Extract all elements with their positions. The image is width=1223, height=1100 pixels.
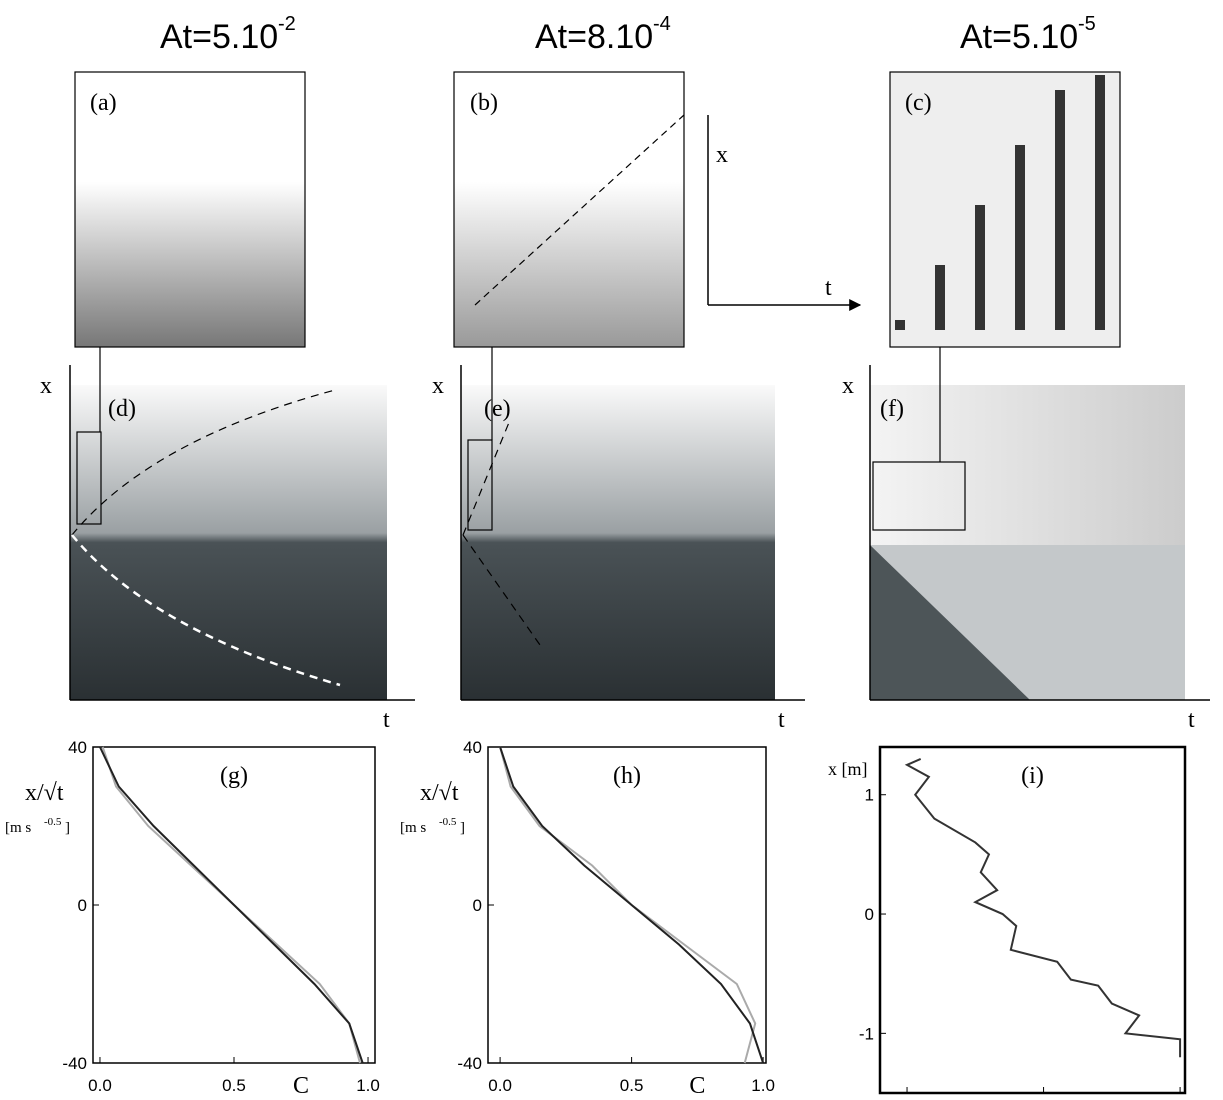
zoom-box — [467, 439, 493, 531]
axis-label: t — [825, 275, 832, 301]
image-e — [461, 385, 775, 700]
image-d — [70, 385, 387, 700]
labels: At=5.10 -2 At=8.10 -4 At=5.10 -5(a) (b) (c)(d)(… — [5, 13, 1195, 1099]
y-tick-label: -40 — [62, 1054, 87, 1073]
axis-label: t — [1188, 707, 1195, 733]
dashed-curve — [462, 419, 541, 646]
x-tick-label: 0.0 — [88, 1076, 112, 1095]
panel-label: (h) — [613, 763, 641, 789]
dashed-curve — [71, 389, 336, 536]
panel-label: (g) — [220, 763, 248, 789]
image-f-top — [870, 385, 1185, 545]
y-axis-label: x/√t — [420, 780, 459, 806]
zoom-box — [872, 461, 966, 531]
images — [69, 71, 1210, 701]
y-axis-label: x [m] — [828, 759, 868, 779]
image-b — [453, 71, 685, 348]
y-tick-label: 40 — [68, 738, 87, 757]
x-tick-label: 0.0 — [488, 1076, 512, 1095]
y-tick-label: 0 — [865, 905, 874, 924]
y-tick-label: -1 — [859, 1024, 874, 1043]
axis-label: x — [716, 142, 728, 168]
title: At=5.10 — [960, 18, 1078, 56]
panel-label: (b) — [470, 90, 498, 116]
dashed-curve — [71, 534, 341, 687]
zoom-box — [76, 431, 102, 525]
axis-label: t — [383, 707, 390, 733]
title-exponent: -5 — [1078, 13, 1096, 35]
title-exponent: -2 — [278, 13, 296, 35]
panel-label: (a) — [90, 90, 117, 116]
y-axis-unit: ] — [65, 820, 70, 836]
panel-label: (e) — [484, 396, 511, 422]
title-exponent: -4 — [653, 13, 671, 35]
axis-label: x — [40, 373, 52, 399]
panel-label: (f) — [880, 396, 904, 422]
x-axis-label: C — [293, 1073, 309, 1099]
title: At=8.10 — [535, 18, 653, 56]
x-tick-label: 0.5 — [620, 1076, 644, 1095]
axis-label: t — [778, 707, 785, 733]
y-tick-label: 40 — [463, 738, 482, 757]
y-axis-unit: -0.5 — [44, 816, 62, 828]
y-axis-unit: [m s — [5, 820, 31, 836]
curve — [499, 746, 765, 1064]
title: At=5.10 — [160, 18, 278, 56]
curve — [99, 746, 364, 1064]
curve — [499, 746, 757, 1064]
panel-label: (d) — [108, 396, 136, 422]
image-c — [889, 71, 1121, 348]
axis-label: x — [842, 373, 854, 399]
plot-frame — [878, 745, 1187, 1095]
plumes — [895, 75, 1105, 330]
panel-label: (i) — [1021, 763, 1044, 789]
x-tick-label: 1.0 — [356, 1076, 380, 1095]
x-tick-label: 0.5 — [222, 1076, 246, 1095]
y-tick-label: 0 — [78, 896, 87, 915]
y-axis-label: x/√t — [25, 780, 64, 806]
image-a — [74, 71, 306, 348]
y-axis-unit: ] — [460, 820, 465, 836]
y-axis-unit: -0.5 — [439, 816, 457, 828]
front — [870, 545, 1185, 700]
y-tick-label: -40 — [457, 1054, 482, 1073]
panel-label: (c) — [905, 90, 932, 116]
axis-label: x — [432, 373, 444, 399]
x-tick-label: 1.0 — [751, 1076, 775, 1095]
plot-frame — [487, 746, 767, 1064]
connector — [99, 347, 941, 462]
y-tick-label: 1 — [865, 786, 874, 805]
curve — [904, 758, 1182, 1058]
y-tick-label: 0 — [473, 896, 482, 915]
axis-arrow — [69, 115, 1210, 701]
y-axis-unit: [m s — [400, 820, 426, 836]
curve — [101, 746, 361, 1064]
x-axis-label: C — [689, 1073, 705, 1099]
